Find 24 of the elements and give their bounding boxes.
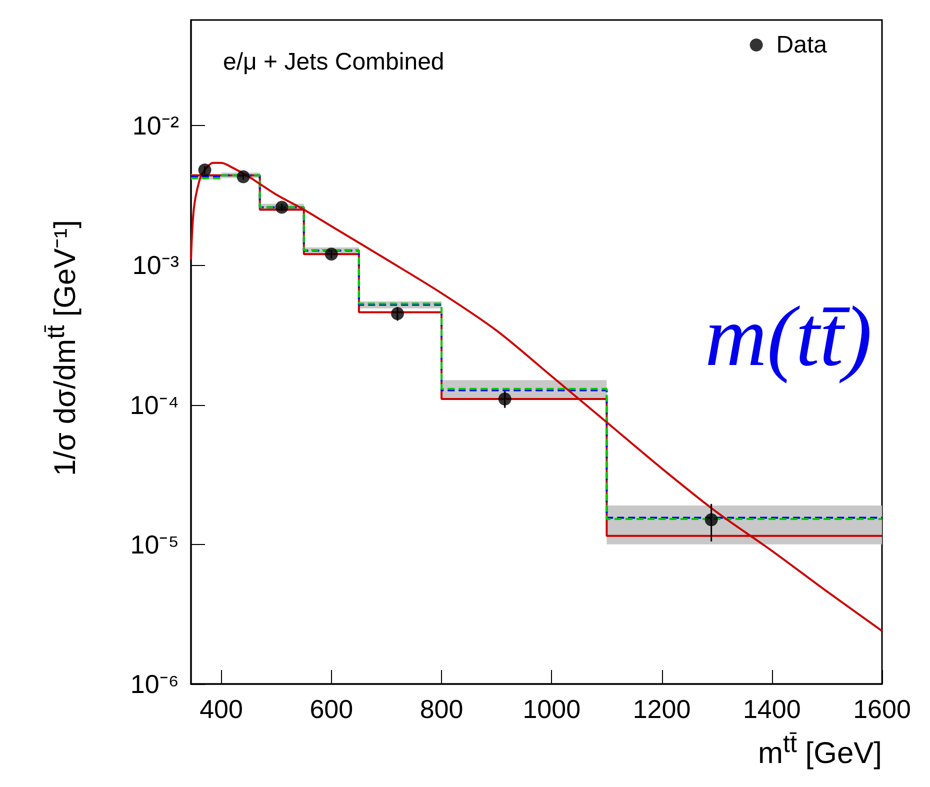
annotation: m(tt̄) — [704, 288, 872, 384]
legend-label: Data — [776, 32, 828, 58]
point — [236, 170, 250, 184]
point — [198, 164, 212, 177]
y-tick-label: 10⁻⁶ — [130, 669, 179, 699]
point — [390, 307, 404, 320]
line-series — [190, 162, 883, 632]
x-tick-label: 1200 — [632, 694, 691, 724]
x-tick-label: 400 — [200, 694, 243, 724]
y-tick-label: 10⁻² — [132, 110, 180, 141]
point — [275, 200, 288, 214]
y-tick-label: 10⁻⁴ — [130, 390, 179, 420]
point — [324, 248, 338, 261]
point — [704, 513, 718, 526]
x-tick-label: 1400 — [742, 694, 801, 724]
y-tick-label: 10⁻⁵ — [130, 529, 179, 560]
x-tick-label: 1600 — [853, 694, 911, 724]
x-tick-label: 600 — [310, 694, 354, 724]
y-tick-label: 10⁻³ — [132, 250, 180, 280]
annotation: e/μ + Jets Combined — [223, 48, 444, 76]
x-tick-label: 800 — [420, 694, 464, 724]
x-axis-title: m$^{tt̄}$ [GeV] — [758, 730, 882, 771]
point — [498, 392, 512, 406]
x-tick-label: 1000 — [522, 694, 581, 724]
